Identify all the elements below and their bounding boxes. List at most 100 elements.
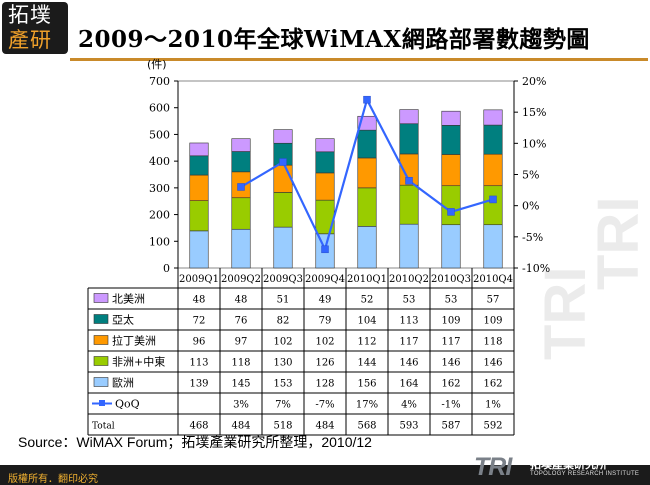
table-cell: 468 <box>189 421 208 432</box>
tri-brand-name: 拓墣產業研究所 <box>530 458 607 471</box>
table-cell: 162 <box>483 379 502 390</box>
table-cell: 128 <box>315 379 334 390</box>
x-tick-label: 2010Q3 <box>431 274 471 285</box>
table-cell: 118 <box>483 337 502 348</box>
bar-segment <box>231 197 251 230</box>
bar-segment <box>189 200 209 232</box>
table-cell: 82 <box>277 316 290 327</box>
table-cell: 587 <box>441 421 460 432</box>
logo-line1: 拓墣 <box>8 3 52 27</box>
qoq-point <box>489 195 497 204</box>
table-cell: 51 <box>277 295 290 306</box>
table-row-label: QoQ <box>115 398 140 411</box>
bar-segment <box>357 226 377 269</box>
bar-segment <box>273 226 293 269</box>
x-tick-label: 2010Q2 <box>389 274 429 285</box>
table-cell: 146 <box>399 358 418 369</box>
y2-tick-label: 5% <box>522 169 539 182</box>
table-cell: 112 <box>357 337 376 348</box>
bar-segment <box>315 151 335 174</box>
bar-segment <box>441 154 461 187</box>
table-cell: 3% <box>233 400 249 411</box>
table-cell: 109 <box>441 316 460 327</box>
copyright-notice: 版權所有．翻印必究 <box>8 474 98 485</box>
x-tick-label: 2009Q1 <box>179 274 219 285</box>
table-cell: 117 <box>441 337 460 348</box>
bar-segment <box>483 224 503 269</box>
table-cell: 104 <box>357 316 376 327</box>
table-cell: 568 <box>357 421 376 432</box>
y-tick-label: 100 <box>149 235 170 248</box>
y-tick-label: 600 <box>149 102 170 115</box>
table-cell: 102 <box>273 337 292 348</box>
bar-segment <box>483 109 503 126</box>
x-tick-label: 2009Q2 <box>221 274 261 285</box>
y-tick-label: 400 <box>149 155 170 168</box>
footer-bar <box>0 465 650 485</box>
table-cell: 139 <box>189 379 208 390</box>
bar-segment <box>189 174 209 201</box>
table-cell: 518 <box>273 421 292 432</box>
legend-swatch <box>93 293 109 303</box>
table-cell: 7% <box>275 400 291 411</box>
table-cell: 113 <box>189 358 208 369</box>
table-cell: 48 <box>193 295 206 306</box>
tri-logo: 拓墣 產研 <box>2 2 68 54</box>
table-cell: 130 <box>273 358 292 369</box>
legend-swatch <box>93 356 109 366</box>
x-tick-label: 2009Q4 <box>305 274 345 285</box>
chart: 0 100 200 300 400 500 600 700 (件) 20% 15% 10% 5% 0% -5… <box>87 58 550 436</box>
table-cell: 146 <box>483 358 502 369</box>
bar-segment <box>273 129 293 144</box>
table-cell: 79 <box>319 316 332 327</box>
bar-segment <box>231 138 251 152</box>
bar-segment <box>399 109 419 125</box>
table-cell: 76 <box>235 316 248 327</box>
table-cell: 97 <box>235 337 248 348</box>
y-axis-label: (件) <box>147 58 167 71</box>
table-cell: 4% <box>401 400 417 411</box>
table-row-label: 北美洲 <box>112 293 145 306</box>
table-cell: 484 <box>231 421 250 432</box>
table-row-label: 拉丁美洲 <box>112 334 156 348</box>
table-cell: 49 <box>319 295 332 306</box>
table-cell: 153 <box>273 379 292 390</box>
table-cell: 117 <box>399 337 418 348</box>
y-tick-label: 700 <box>149 75 170 88</box>
y-tick-label: 0 <box>163 262 170 275</box>
qoq-point <box>321 245 329 254</box>
bar-segment <box>441 224 461 269</box>
legend-marker <box>99 400 105 406</box>
table-cell: 113 <box>399 316 418 327</box>
table-cell: 109 <box>483 316 502 327</box>
bar-segment <box>273 164 293 193</box>
table-cell: 57 <box>487 295 500 306</box>
table-cell: -7% <box>315 400 334 411</box>
bar-segment <box>399 123 419 155</box>
x-tick-label: 2010Q4 <box>473 274 513 285</box>
table-row-label: 亞太 <box>112 314 134 327</box>
table-cell: 48 <box>235 295 248 306</box>
bar-segment <box>189 155 209 176</box>
table-cell: 118 <box>231 358 250 369</box>
y-tick-label: 300 <box>149 182 170 195</box>
y2-tick-label: 15% <box>522 106 546 119</box>
x-tick-label: 2009Q3 <box>263 274 303 285</box>
bar-segment <box>189 230 209 269</box>
y2-tick-label: 20% <box>522 75 546 88</box>
bar-segment <box>315 172 335 201</box>
bar-segment <box>273 192 293 228</box>
table-cell: 17% <box>356 400 378 411</box>
table-cell: 96 <box>193 337 206 348</box>
table-cell: 53 <box>445 295 458 306</box>
x-tick-label: 2010Q1 <box>347 274 387 285</box>
table-cell: 52 <box>361 295 374 306</box>
table-cell: 53 <box>403 295 416 306</box>
logo-line2: 產研 <box>8 28 52 52</box>
legend-swatch <box>93 335 109 345</box>
legend-swatch <box>93 314 109 324</box>
table-cell: 145 <box>231 379 250 390</box>
table-cell: 144 <box>357 358 376 369</box>
table-cell: 72 <box>193 316 206 327</box>
table-cell: 592 <box>483 421 502 432</box>
